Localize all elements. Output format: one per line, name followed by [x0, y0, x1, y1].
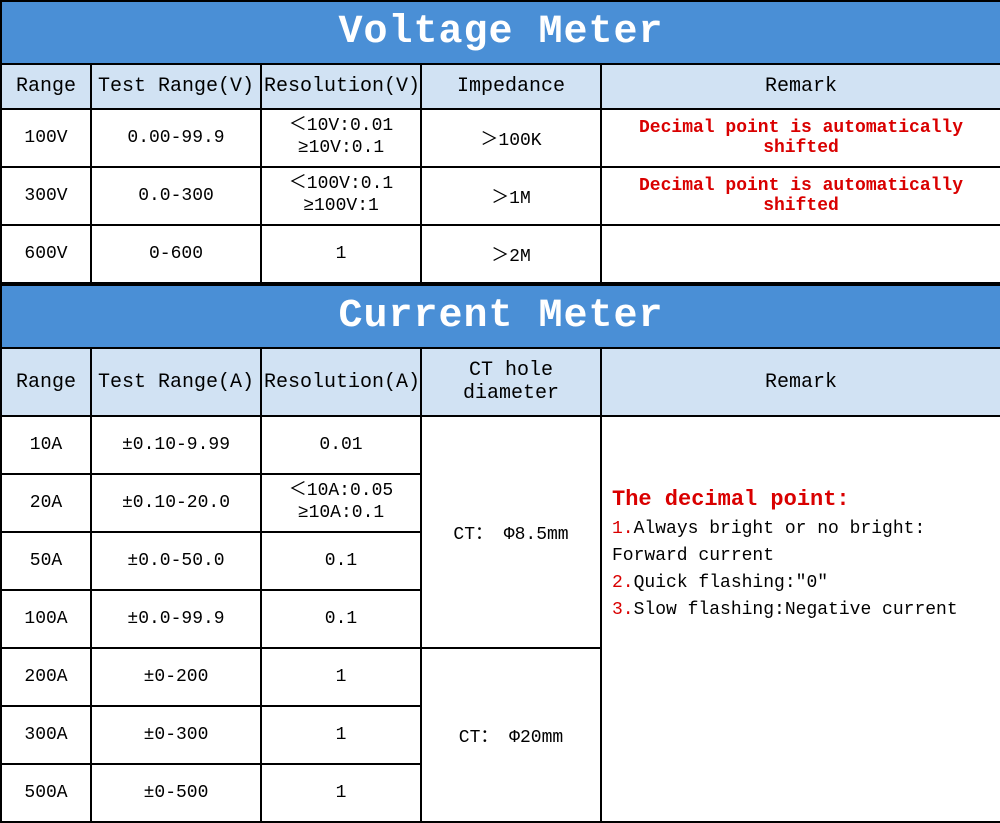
cell-resolution: 1: [261, 225, 421, 283]
cell-impedance: ＞2M: [421, 225, 601, 283]
cell-resolution: 0.1: [261, 532, 421, 590]
current-title-row: Current Meter: [1, 285, 1000, 348]
cell-test-range: ±0.10-20.0: [91, 474, 261, 532]
cell-resolution: 1: [261, 764, 421, 822]
cell-range: 10A: [1, 416, 91, 474]
current-meter-table: Current Meter Range Test Range(A) Resolu…: [0, 284, 1000, 823]
voltage-title: Voltage Meter: [1, 1, 1000, 64]
col-impedance: Impedance: [421, 64, 601, 109]
cell-range: 500A: [1, 764, 91, 822]
voltage-row: 300V 0.0-300 ＜100V:0.1≥100V:1 ＞1M Decima…: [1, 167, 1000, 225]
col-test-range: Test Range(V): [91, 64, 261, 109]
cell-ct-hole: CT： Φ20mm: [421, 648, 601, 822]
cell-resolution: ＜10V:0.01≥10V:0.1: [261, 109, 421, 167]
cell-test-range: ±0.0-99.9: [91, 590, 261, 648]
col-ct-hole: CT hole diameter: [421, 348, 601, 416]
col-range: Range: [1, 348, 91, 416]
voltage-meter-table: Voltage Meter Range Test Range(V) Resolu…: [0, 0, 1000, 284]
cell-ct-hole: CT： Φ8.5mm: [421, 416, 601, 648]
cell-range: 20A: [1, 474, 91, 532]
col-resolution: Resolution(V): [261, 64, 421, 109]
cell-impedance: ＞100K: [421, 109, 601, 167]
cell-test-range: ±0.10-9.99: [91, 416, 261, 474]
voltage-title-row: Voltage Meter: [1, 1, 1000, 64]
cell-test-range: 0.00-99.9: [91, 109, 261, 167]
remark-line: 2.Quick flashing:"0": [612, 570, 990, 597]
voltage-row: 600V 0-600 1 ＞2M: [1, 225, 1000, 283]
cell-range: 300A: [1, 706, 91, 764]
cell-range: 300V: [1, 167, 91, 225]
cell-resolution: ＜100V:0.1≥100V:1: [261, 167, 421, 225]
col-remark: Remark: [601, 348, 1000, 416]
cell-test-range: ±0.0-50.0: [91, 532, 261, 590]
current-title: Current Meter: [1, 285, 1000, 348]
cell-test-range: 0.0-300: [91, 167, 261, 225]
cell-resolution: 0.01: [261, 416, 421, 474]
current-remark-cell: The decimal point: 1.Always bright or no…: [601, 416, 1000, 822]
cell-range: 100V: [1, 109, 91, 167]
cell-resolution: 1: [261, 648, 421, 706]
remark-line: 1.Always bright or no bright:: [612, 516, 990, 543]
cell-test-range: ±0-200: [91, 648, 261, 706]
cell-remark: Decimal point is automatically shifted: [601, 109, 1000, 167]
cell-range: 50A: [1, 532, 91, 590]
remark-heading: The decimal point:: [612, 483, 990, 516]
remark-line: 3.Slow flashing:Negative current: [612, 597, 990, 624]
remark-line: Forward current: [612, 543, 990, 570]
cell-test-range: 0-600: [91, 225, 261, 283]
col-resolution: Resolution(A): [261, 348, 421, 416]
cell-remark: [601, 225, 1000, 283]
cell-resolution: 0.1: [261, 590, 421, 648]
cell-resolution: ＜10A:0.05≥10A:0.1: [261, 474, 421, 532]
col-remark: Remark: [601, 64, 1000, 109]
cell-range: 200A: [1, 648, 91, 706]
cell-impedance: ＞1M: [421, 167, 601, 225]
cell-remark: Decimal point is automatically shifted: [601, 167, 1000, 225]
cell-resolution: 1: [261, 706, 421, 764]
voltage-row: 100V 0.00-99.9 ＜10V:0.01≥10V:0.1 ＞100K D…: [1, 109, 1000, 167]
cell-test-range: ±0-500: [91, 764, 261, 822]
current-row: 10A ±0.10-9.99 0.01 CT： Φ8.5mm The decim…: [1, 416, 1000, 474]
current-header-row: Range Test Range(A) Resolution(A) CT hol…: [1, 348, 1000, 416]
col-range: Range: [1, 64, 91, 109]
voltage-header-row: Range Test Range(V) Resolution(V) Impeda…: [1, 64, 1000, 109]
cell-range: 100A: [1, 590, 91, 648]
cell-range: 600V: [1, 225, 91, 283]
col-test-range: Test Range(A): [91, 348, 261, 416]
cell-test-range: ±0-300: [91, 706, 261, 764]
